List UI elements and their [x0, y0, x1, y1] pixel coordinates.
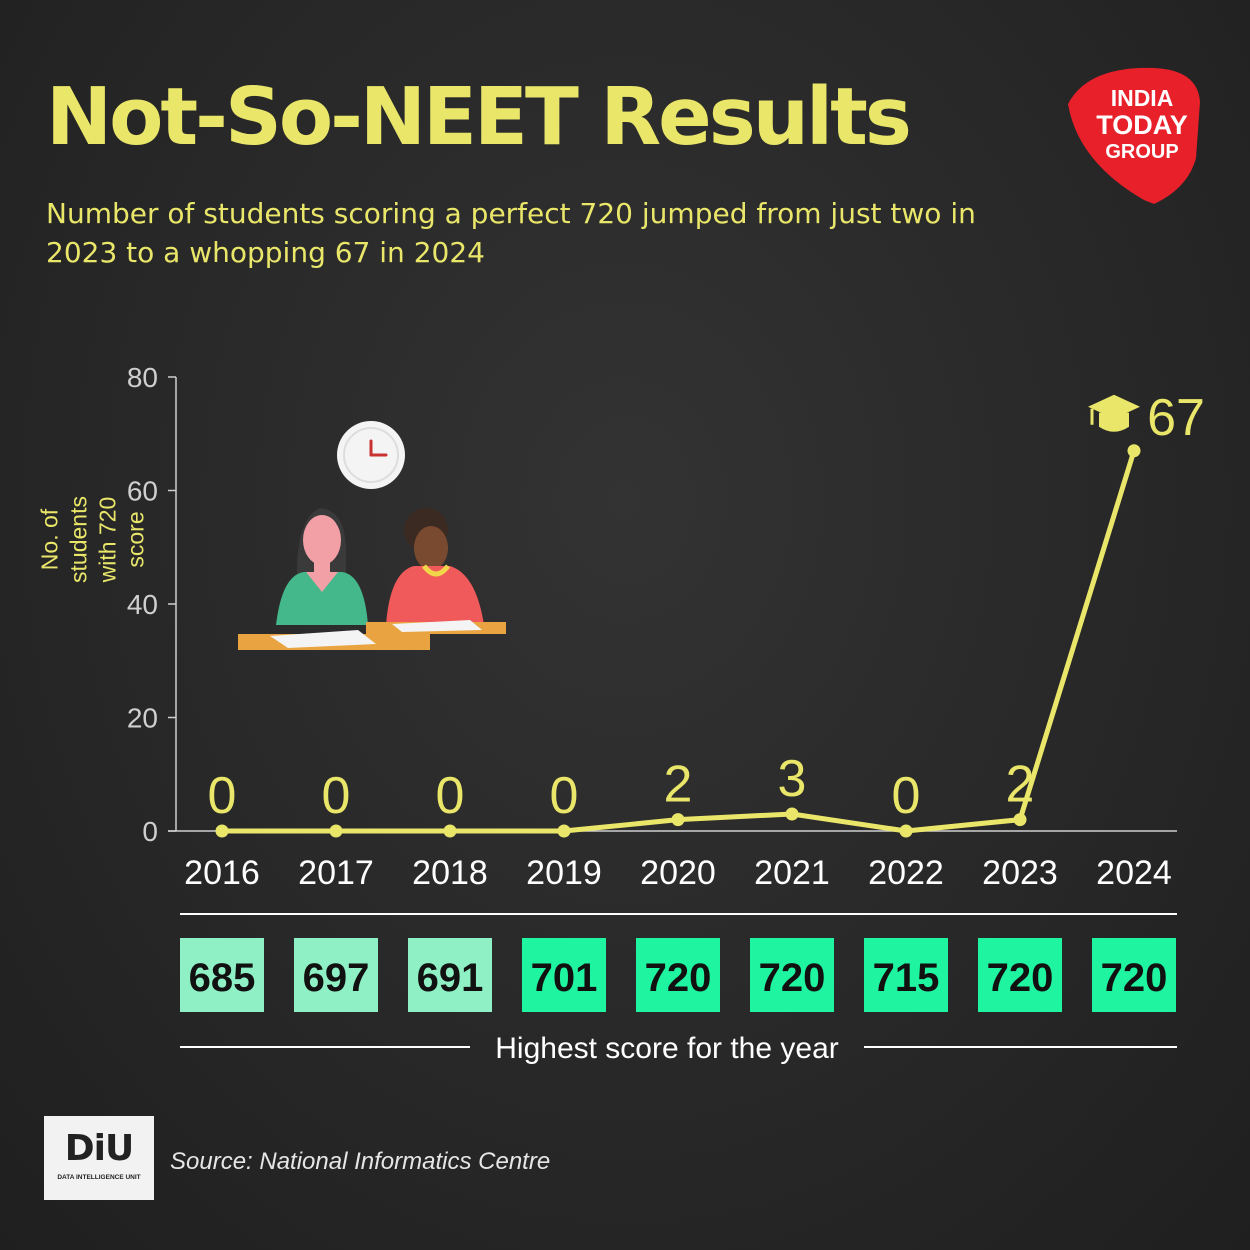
students-illustration: [238, 421, 506, 650]
data-point: [443, 824, 457, 838]
data-label: 0: [892, 767, 921, 825]
data-point: [1127, 444, 1141, 458]
score-value: 720: [1101, 956, 1168, 1000]
x-tick-label: 2017: [298, 854, 374, 892]
data-label: 3: [778, 750, 807, 808]
page-subtitle: Number of students scoring a perfect 720…: [46, 197, 976, 270]
data-label: 67: [1147, 389, 1205, 447]
x-tick-label: 2021: [754, 854, 830, 892]
score-value: 720: [645, 956, 712, 1000]
data-label: 0: [550, 767, 579, 825]
data-label: 2: [1006, 756, 1035, 814]
score-value: 685: [189, 956, 256, 1000]
x-tick-label: 2018: [412, 854, 488, 892]
x-tick-label: 2016: [184, 854, 260, 892]
score-box: [522, 938, 606, 1012]
x-tick-label: 2023: [982, 854, 1058, 892]
score-value: 701: [531, 956, 598, 1000]
y-tick-label: 20: [127, 703, 158, 734]
logo-line-1: INDIA: [1111, 85, 1174, 111]
source-note: Source: National Informatics Centre: [170, 1148, 551, 1175]
score-value: 697: [303, 956, 370, 1000]
score-box: [408, 938, 492, 1012]
y-tick-label: 40: [127, 589, 158, 620]
score-value: 720: [987, 956, 1054, 1000]
x-tick-label: 2019: [526, 854, 602, 892]
score-row-caption: Highest score for the year: [495, 1032, 839, 1065]
score-value: 691: [417, 956, 484, 1000]
data-point: [671, 813, 685, 827]
score-box: [864, 938, 948, 1012]
data-point: [215, 824, 229, 838]
score-box: [294, 938, 378, 1012]
data-label: 2: [664, 756, 693, 814]
diu-logo-text: DiU: [64, 1128, 134, 1169]
score-box: [1092, 938, 1176, 1012]
x-tick-label: 2022: [868, 854, 944, 892]
data-point: [899, 824, 913, 838]
logo-line-3: GROUP: [1105, 141, 1178, 163]
x-tick-label: 2020: [640, 854, 716, 892]
score-box: [750, 938, 834, 1012]
highest-score-row: 685 697 691 701 720 720 715 720 720 Highest score…: [180, 913, 1177, 1065]
data-label: 0: [436, 767, 465, 825]
score-value: 720: [759, 956, 826, 1000]
y-tick-label: 60: [127, 476, 158, 507]
score-box: [636, 938, 720, 1012]
graduation-cap-icon: [1088, 394, 1140, 432]
y-tick-label: 80: [127, 362, 158, 393]
score-box: [978, 938, 1062, 1012]
x-tick-label: 2024: [1096, 854, 1172, 892]
page-title: Not-So-NEET Results: [46, 71, 912, 163]
data-point: [329, 824, 343, 838]
data-label: 0: [322, 767, 351, 825]
y-tick-label: 0: [142, 816, 158, 847]
data-point: [557, 824, 571, 838]
data-labels: 0 0 0 0 2 3 0 2 67: [208, 389, 1205, 825]
data-point: [785, 807, 799, 821]
score-box: [180, 938, 264, 1012]
data-points: [215, 444, 1141, 838]
india-today-group-logo: INDIA TODAY GROUP: [1068, 67, 1200, 205]
logo-line-2: TODAY: [1096, 110, 1188, 140]
data-point: [1013, 813, 1027, 827]
diu-logo: DiU DATA INTELLIGENCE UNIT: [44, 1116, 154, 1200]
diu-logo-subtext: DATA INTELLIGENCE UNIT: [57, 1174, 141, 1181]
score-value: 715: [873, 956, 940, 1000]
data-label: 0: [208, 767, 237, 825]
